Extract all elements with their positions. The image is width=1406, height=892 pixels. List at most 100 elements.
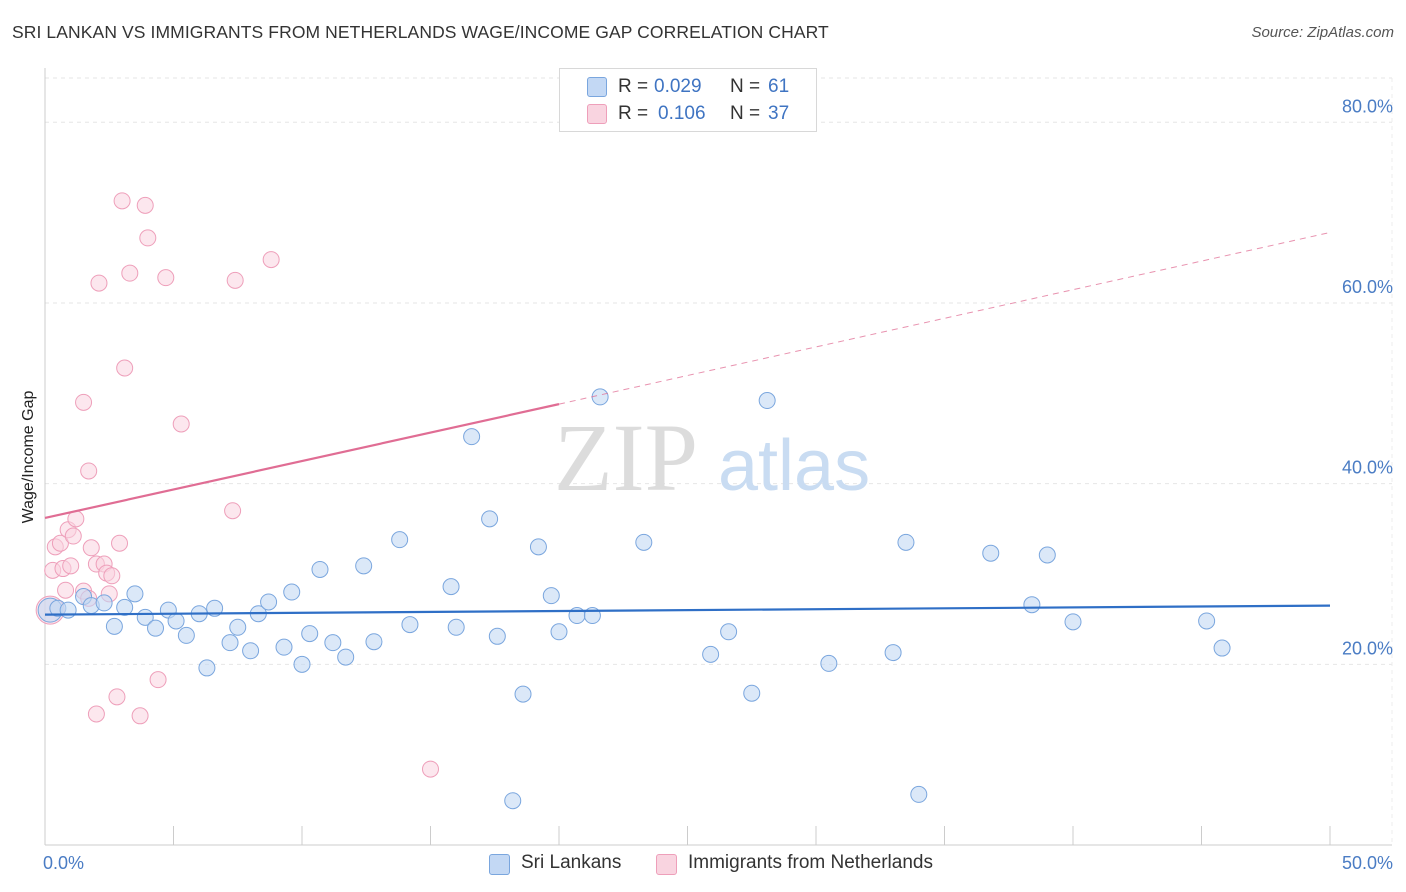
legend-n-label: N = — [730, 76, 761, 97]
point-srilankans — [529, 538, 547, 556]
point-srilankans — [635, 533, 653, 551]
bottom-legend-swatch-netherlands — [656, 854, 677, 875]
point-srilankans — [542, 587, 560, 605]
point-netherlands — [262, 251, 280, 269]
point-netherlands — [75, 393, 93, 411]
point-netherlands — [113, 192, 131, 210]
point-srilankans — [242, 642, 260, 660]
point-netherlands — [80, 462, 98, 480]
trend-line-netherlands — [44, 403, 560, 520]
point-netherlands — [226, 271, 244, 289]
point-srilankans — [758, 392, 776, 410]
point-netherlands — [131, 707, 149, 725]
y-tick-label: 60.0% — [1342, 277, 1393, 297]
bottom-legend-swatch-srilankans — [489, 854, 510, 875]
point-srilankans — [910, 785, 928, 803]
point-netherlands — [90, 274, 108, 292]
point-srilankans — [702, 645, 720, 663]
point-srilankans — [324, 634, 342, 652]
x-tick-label: 50.0% — [1342, 853, 1393, 873]
point-netherlands — [62, 557, 80, 575]
y-axis-label: Wage/Income Gap — [20, 391, 37, 524]
point-srilankans — [743, 684, 761, 702]
point-srilankans — [1038, 546, 1056, 564]
trend-lines — [44, 231, 1331, 616]
y-tick-label: 80.0% — [1342, 96, 1393, 116]
point-srilankans — [1064, 613, 1082, 631]
legend-r-label: R = — [618, 76, 649, 97]
bottom-legend-label-netherlands: Immigrants from Netherlands — [688, 852, 933, 873]
point-netherlands — [422, 760, 439, 778]
point-srilankans — [147, 619, 165, 637]
watermark-zip: ZIP — [554, 404, 698, 511]
point-netherlands — [139, 229, 157, 247]
point-srilankans — [982, 544, 1000, 562]
point-netherlands — [121, 264, 139, 282]
legend-n-value: 37 — [768, 103, 790, 124]
point-netherlands — [111, 534, 129, 552]
point-srilankans — [391, 531, 409, 549]
point-srilankans — [198, 659, 216, 677]
point-srilankans — [229, 618, 247, 636]
legend: R = 0.029 N = 61 R = 0.106 N = 37 — [559, 68, 817, 132]
watermark-atlas: atlas — [718, 426, 870, 506]
point-netherlands — [64, 527, 82, 545]
point-srilankans — [167, 612, 185, 630]
series-netherlands-points — [35, 192, 439, 778]
point-srilankans — [260, 593, 278, 611]
point-srilankans — [481, 510, 499, 528]
point-netherlands — [149, 671, 167, 689]
point-srilankans — [504, 792, 522, 810]
chart-title: SRI LANKAN VS IMMIGRANTS FROM NETHERLAND… — [12, 22, 829, 42]
point-srilankans — [550, 623, 568, 641]
point-srilankans — [126, 585, 144, 603]
point-srilankans — [884, 644, 902, 662]
trend-line-netherlands-extension — [558, 231, 1331, 405]
source-label: Source: ZipAtlas.com — [1251, 24, 1394, 41]
point-netherlands — [224, 502, 242, 520]
point-netherlands — [172, 415, 190, 433]
point-srilankans — [283, 583, 301, 601]
point-srilankans — [720, 623, 738, 641]
legend-swatch-srilankans — [587, 77, 607, 97]
point-srilankans — [488, 627, 506, 645]
axes — [44, 68, 1392, 846]
point-netherlands — [82, 539, 100, 557]
point-netherlands — [116, 359, 134, 377]
trend-line-srilankans — [44, 604, 1331, 616]
point-srilankans — [59, 601, 77, 619]
point-srilankans — [275, 638, 293, 656]
point-srilankans — [365, 633, 383, 651]
point-srilankans — [105, 617, 123, 635]
point-srilankans — [337, 648, 355, 666]
x-tick-label: 0.0% — [43, 853, 84, 873]
point-netherlands — [51, 534, 69, 552]
series-srilankans-points — [37, 388, 1231, 810]
legend-r-value: 0.029 — [654, 76, 702, 97]
point-srilankans — [221, 634, 239, 652]
watermark: ZIP atlas — [554, 404, 870, 511]
point-srilankans — [95, 594, 113, 612]
point-srilankans — [401, 616, 419, 634]
point-netherlands — [103, 567, 121, 585]
legend-n-label: N = — [730, 103, 761, 124]
point-netherlands — [87, 705, 105, 723]
point-srilankans — [463, 428, 481, 446]
point-srilankans — [442, 578, 460, 596]
point-netherlands — [136, 196, 154, 214]
point-srilankans — [116, 598, 134, 616]
legend-r-label: R = — [618, 103, 649, 124]
legend-n-value: 61 — [768, 76, 790, 97]
point-srilankans — [206, 599, 224, 617]
point-srilankans — [820, 654, 838, 672]
point-srilankans — [177, 626, 195, 644]
point-srilankans — [311, 560, 329, 578]
legend-swatch-netherlands — [587, 104, 607, 124]
legend-r-value: 0.106 — [658, 103, 706, 124]
point-srilankans — [1023, 596, 1041, 614]
point-srilankans — [355, 557, 373, 575]
y-tick-label: 20.0% — [1342, 638, 1393, 658]
point-srilankans — [591, 388, 609, 406]
y-tick-label: 40.0% — [1342, 458, 1393, 478]
